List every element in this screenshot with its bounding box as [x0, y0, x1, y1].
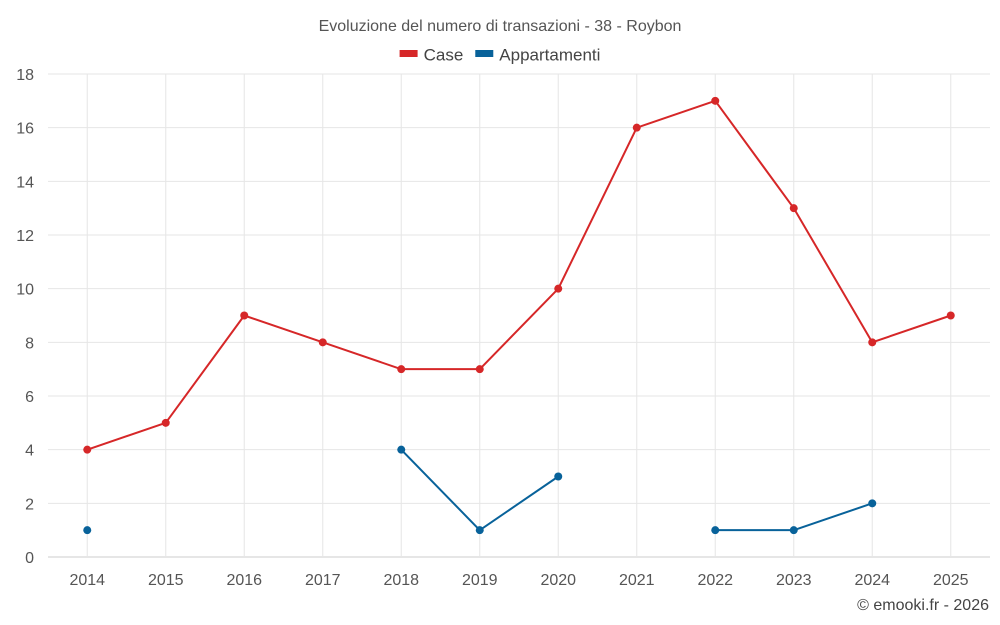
x-tick-label: 2014: [69, 572, 105, 589]
legend-swatch: [475, 50, 494, 57]
y-tick-label: 16: [16, 121, 34, 138]
data-point-case[interactable]: [161, 418, 170, 427]
y-tick-label: 0: [25, 550, 34, 567]
data-point-appartamenti[interactable]: [711, 526, 720, 535]
legend-swatch: [399, 50, 418, 57]
data-point-case[interactable]: [711, 96, 720, 105]
x-tick-label: 2022: [697, 572, 733, 589]
data-point-case[interactable]: [868, 338, 877, 347]
y-tick-label: 8: [25, 335, 34, 352]
y-tick-label: 14: [16, 174, 34, 191]
grid: [48, 73, 990, 558]
legend-label: Appartamenti: [499, 45, 600, 64]
credit-text: © emooki.fr - 2026: [857, 597, 989, 614]
data-point-case[interactable]: [318, 338, 327, 347]
x-tick-label: 2024: [854, 572, 890, 589]
legend-item-case[interactable]: Case: [399, 45, 464, 64]
y-tick-label: 18: [16, 67, 34, 84]
data-point-appartamenti[interactable]: [397, 445, 406, 454]
series-appartamenti: [83, 445, 877, 535]
data-point-case[interactable]: [475, 365, 484, 374]
y-tick-label: 10: [16, 282, 34, 299]
data-point-appartamenti[interactable]: [868, 499, 877, 508]
x-tick-label: 2015: [148, 572, 184, 589]
x-tick-label: 2023: [776, 572, 812, 589]
data-point-appartamenti[interactable]: [475, 526, 484, 535]
x-tick-label: 2016: [226, 572, 262, 589]
legend-label: Case: [424, 45, 464, 64]
chart-title: Evoluzione del numero di transazioni - 3…: [319, 18, 682, 35]
x-tick-label: 2017: [305, 572, 341, 589]
x-axis: 2014 2015 2016 2017 2018 2019 2020 2021 2022 2023…: [69, 572, 968, 589]
data-point-appartamenti[interactable]: [554, 472, 563, 481]
x-tick-label: 2025: [933, 572, 969, 589]
data-point-case[interactable]: [554, 284, 563, 293]
y-tick-label: 6: [25, 389, 34, 406]
data-point-appartamenti[interactable]: [83, 526, 92, 535]
x-tick-label: 2018: [383, 572, 419, 589]
data-point-appartamenti[interactable]: [789, 526, 798, 535]
x-tick-label: 2019: [462, 572, 498, 589]
data-point-case[interactable]: [789, 204, 798, 213]
x-tick-label: 2021: [619, 572, 655, 589]
series-case: [83, 96, 955, 454]
legend-item-appartamenti[interactable]: Appartamenti: [475, 45, 600, 64]
y-tick-label: 4: [25, 443, 34, 460]
data-point-case[interactable]: [946, 311, 955, 320]
y-tick-label: 2: [25, 496, 34, 513]
legend: Case Appartamenti: [399, 45, 600, 64]
data-point-case[interactable]: [83, 445, 92, 454]
y-tick-label: 12: [16, 228, 34, 245]
x-tick-label: 2020: [540, 572, 576, 589]
data-point-case[interactable]: [632, 123, 641, 132]
data-point-case[interactable]: [397, 365, 406, 374]
data-point-case[interactable]: [240, 311, 249, 320]
series-layer: [83, 96, 955, 535]
series-line-case: [86, 99, 952, 451]
y-axis: 0 2 4 6 8 10 12 14 16 18: [16, 67, 34, 567]
